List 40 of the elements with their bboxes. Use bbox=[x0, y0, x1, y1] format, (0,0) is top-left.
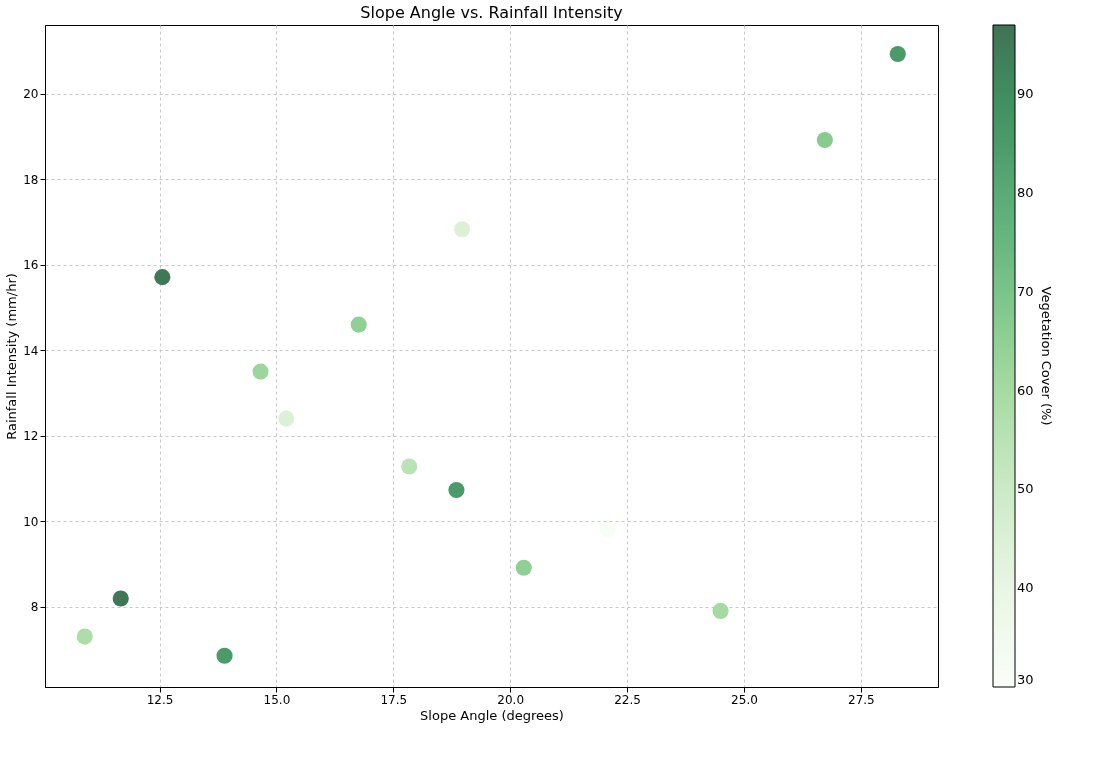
x-axis-title: Slope Angle (degrees) bbox=[420, 707, 564, 723]
y-tick-label: 14 bbox=[23, 343, 39, 358]
point bbox=[112, 590, 129, 607]
x-tick-label: 12.5 bbox=[146, 692, 174, 707]
point bbox=[154, 269, 171, 286]
x-tick-label: 27.5 bbox=[848, 692, 875, 707]
color-bar-title: Vegetation Cover (%) bbox=[1039, 286, 1054, 426]
point bbox=[515, 559, 532, 576]
color-bar-label: 30 bbox=[1017, 672, 1034, 687]
point bbox=[448, 481, 465, 499]
point bbox=[76, 628, 93, 645]
y-axis-title: Rainfall Intensity (mm/hr) bbox=[4, 273, 20, 440]
point bbox=[216, 647, 233, 664]
color-bar-label: 60 bbox=[1017, 382, 1034, 398]
x-tick-label: 17.5 bbox=[380, 692, 408, 707]
point bbox=[350, 316, 367, 333]
color-bar-label: 70 bbox=[1017, 283, 1034, 299]
y-tick-label: 20 bbox=[23, 87, 39, 102]
point bbox=[401, 458, 418, 475]
color-bar-label: 50 bbox=[1017, 481, 1034, 497]
point bbox=[453, 221, 471, 238]
color-bar-label: 80 bbox=[1017, 184, 1034, 200]
y-tick-label: 10 bbox=[23, 514, 39, 529]
y-tick-label: 16 bbox=[23, 258, 39, 273]
point bbox=[278, 410, 295, 427]
color-bar-label: 90 bbox=[1017, 86, 1034, 102]
point bbox=[712, 602, 729, 619]
x-tick-label: 20.0 bbox=[497, 692, 525, 707]
x-tick-label: 25.0 bbox=[731, 692, 758, 707]
chart-title: Slope Angle vs. Rainfall Intensity bbox=[360, 3, 623, 22]
y-tick-label: 8 bbox=[30, 600, 39, 615]
point bbox=[889, 46, 906, 63]
x-tick-label: 15.0 bbox=[263, 692, 291, 707]
x-tick-label: 22.5 bbox=[614, 692, 641, 707]
point bbox=[252, 363, 269, 380]
point bbox=[599, 521, 616, 538]
y-tick-label: 18 bbox=[23, 172, 39, 187]
color-bar-label: 40 bbox=[1017, 580, 1034, 596]
point bbox=[816, 131, 833, 149]
y-tick-label: 12 bbox=[23, 429, 39, 444]
